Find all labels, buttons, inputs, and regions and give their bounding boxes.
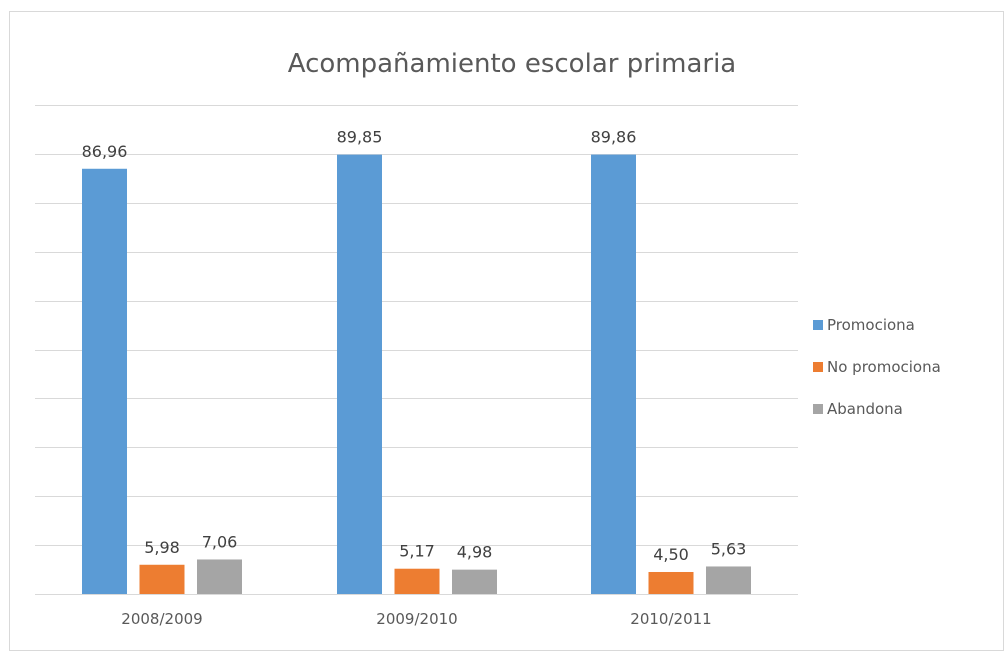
- data-label: 5,63: [711, 539, 747, 558]
- data-label: 4,98: [457, 543, 493, 562]
- data-label: 5,98: [144, 538, 180, 557]
- x-tick-label: 2009/2010: [376, 610, 457, 628]
- bar-abandona: [706, 566, 751, 594]
- x-tick-label: 2008/2009: [121, 610, 202, 628]
- data-label: 5,17: [399, 542, 435, 561]
- data-label: 4,50: [653, 545, 689, 564]
- bar-no-promociona: [394, 568, 440, 594]
- chart-title: Acompañamiento escolar primaria: [288, 49, 736, 79]
- data-labels: 86,96 5,98 7,06 89,85 5,17 4,98 89,86 4,50 5,63: [82, 128, 747, 564]
- chart-frame: [9, 11, 1004, 651]
- bar-promociona: [82, 168, 127, 594]
- bar-promociona: [337, 154, 382, 595]
- bar-abandona: [197, 559, 242, 594]
- legend-label: Promociona: [827, 316, 915, 334]
- bar-promociona: [591, 154, 636, 594]
- bar-abandona: [452, 569, 497, 594]
- data-label: 89,85: [337, 128, 383, 147]
- legend-swatch: [813, 404, 823, 414]
- bar-no-promociona: [139, 564, 185, 594]
- data-label: 89,86: [591, 128, 637, 147]
- legend: Promociona No promociona Abandona: [813, 316, 941, 418]
- data-label: 86,96: [82, 142, 128, 161]
- bars: [82, 154, 751, 595]
- legend-swatch: [813, 320, 823, 330]
- x-tick-labels: 2008/2009 2009/2010 2010/2011: [121, 610, 711, 628]
- gridlines: [35, 105, 798, 595]
- x-tick-label: 2010/2011: [630, 610, 711, 628]
- data-label: 7,06: [202, 532, 238, 551]
- legend-label: Abandona: [827, 400, 903, 418]
- legend-label: No promociona: [827, 358, 941, 376]
- bar-no-promociona: [648, 571, 694, 594]
- legend-swatch: [813, 362, 823, 372]
